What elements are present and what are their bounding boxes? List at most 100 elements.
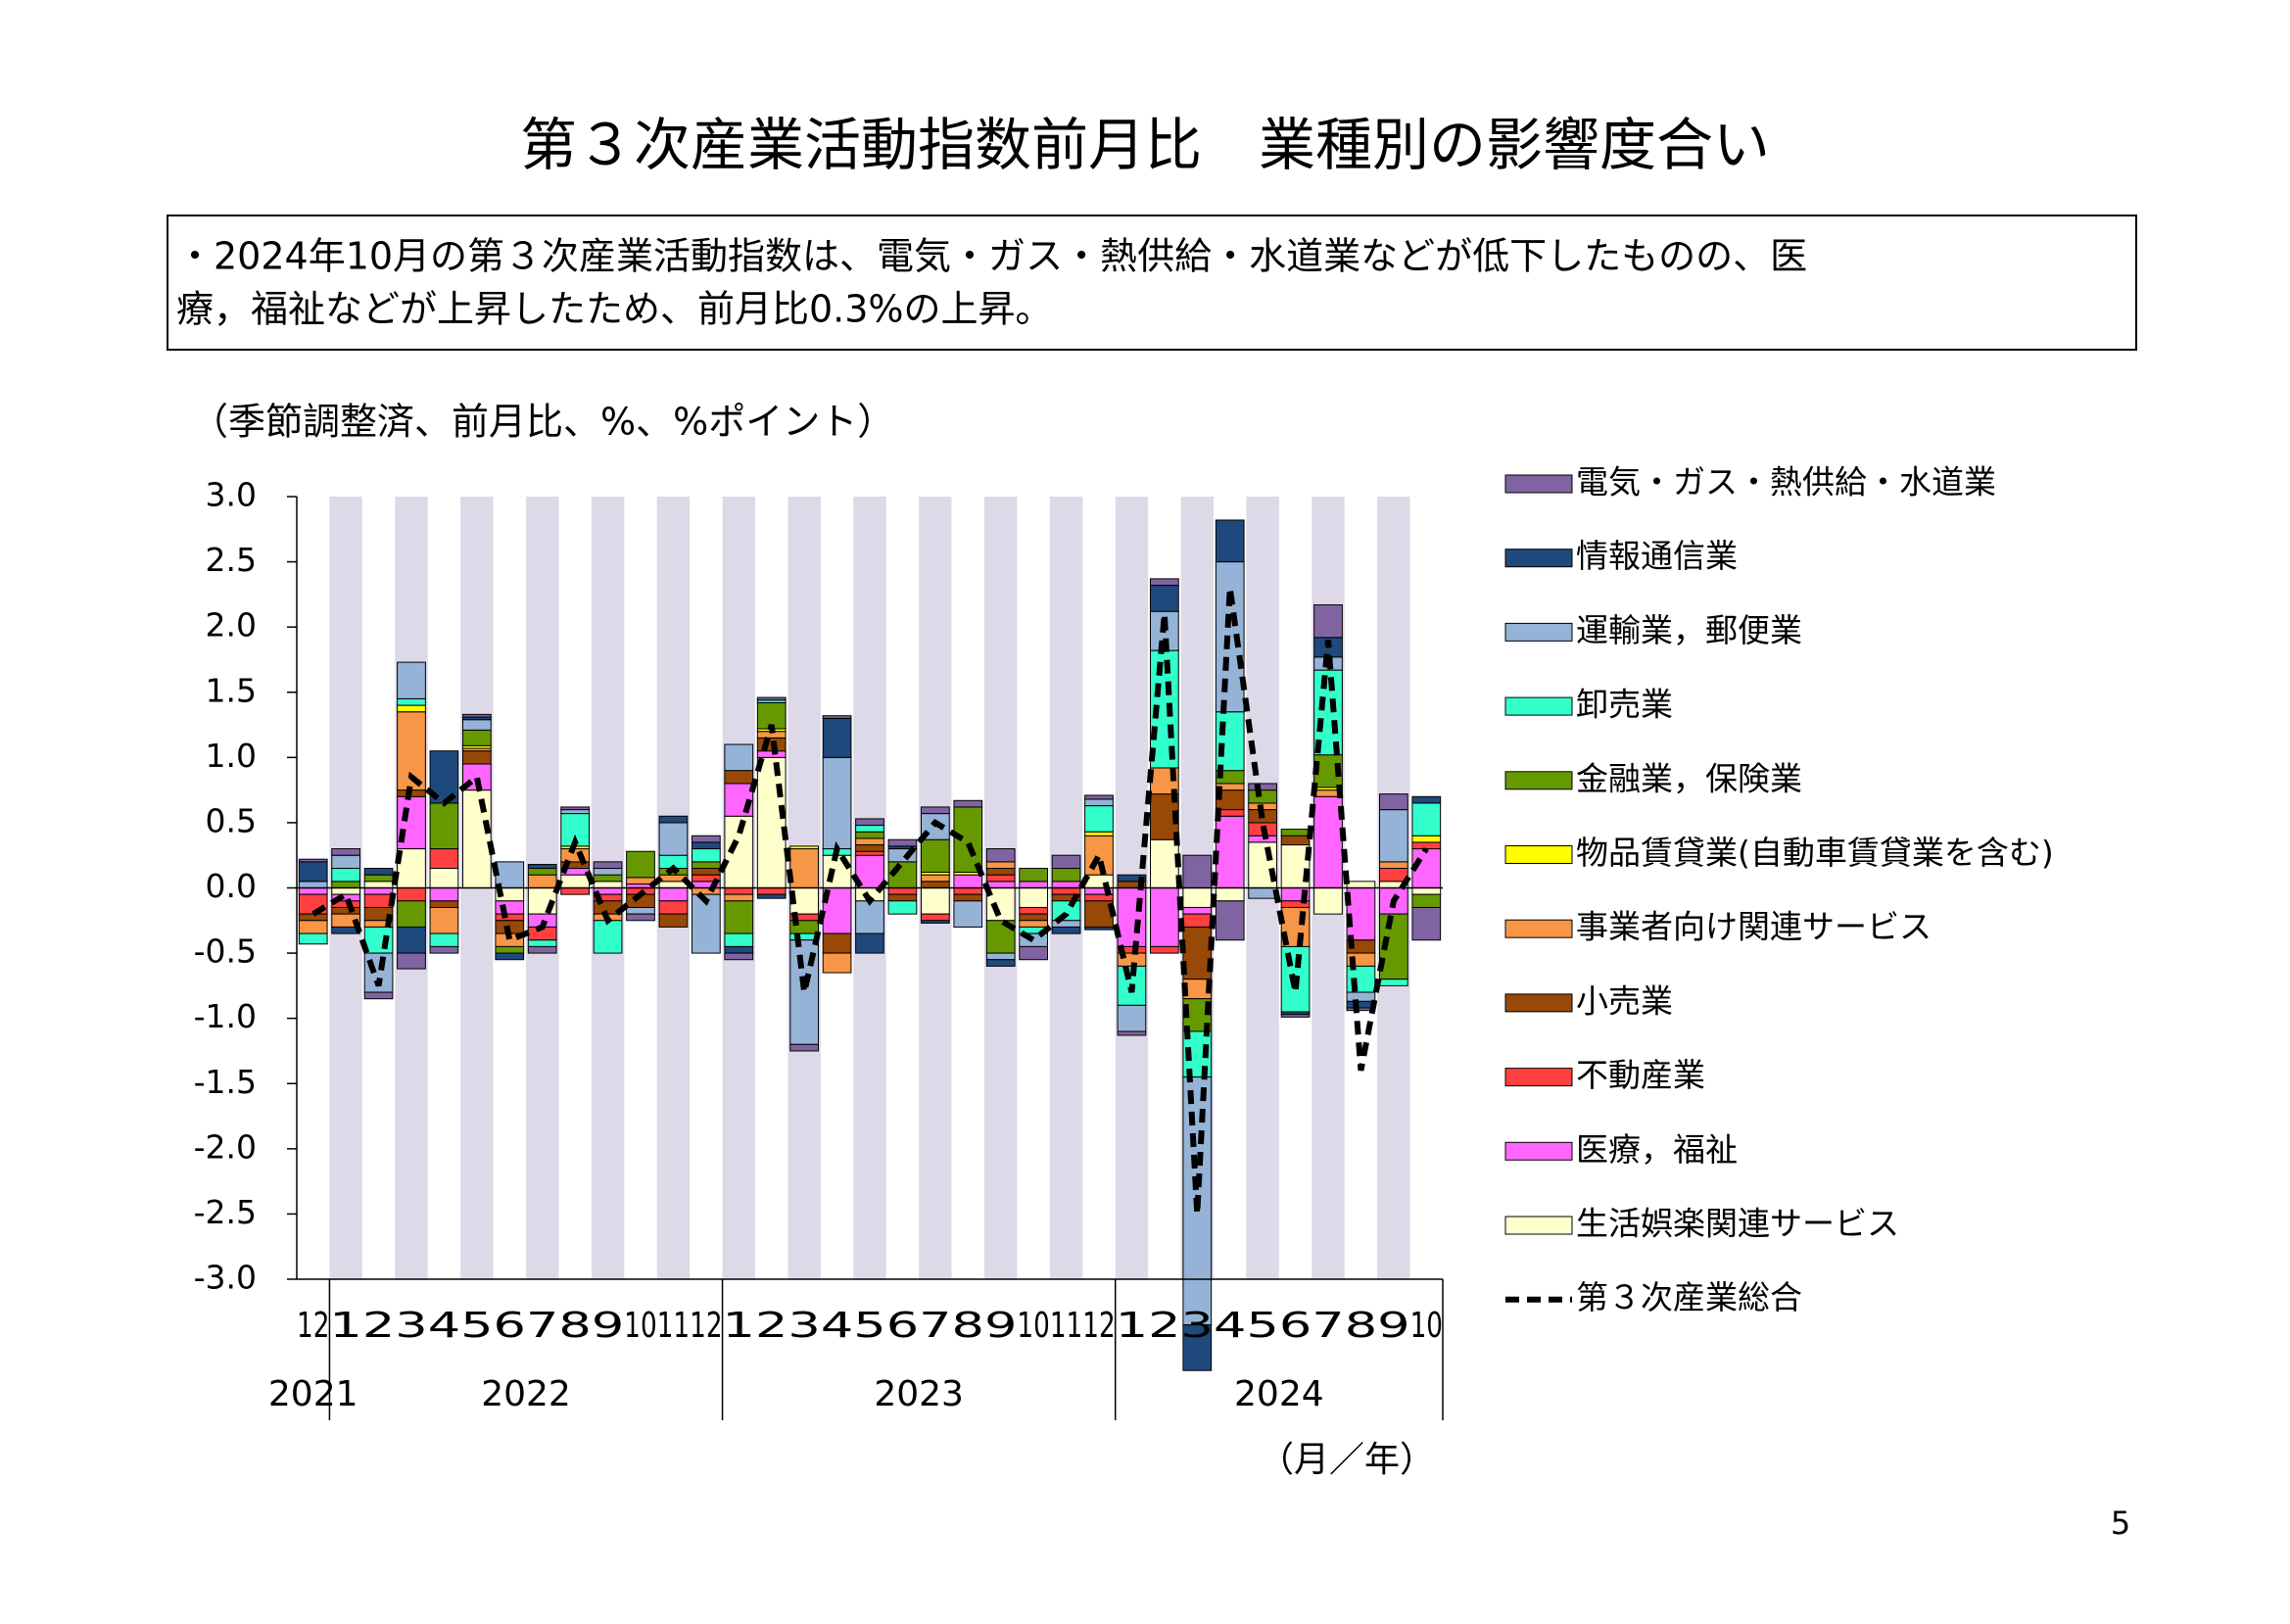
y-tick-label: -2.5 <box>194 1193 257 1231</box>
bar-segment <box>691 835 721 843</box>
legend-label: 物品賃貸業(自動車賃貸業を含む) <box>1576 834 2054 872</box>
bar-segment <box>887 887 918 895</box>
bar-segment <box>756 756 787 888</box>
legend-label: 不動産業 <box>1576 1056 1705 1094</box>
bar-segment <box>789 845 820 850</box>
x-tick-label: 4 <box>428 1306 460 1346</box>
x-tick-label: 3 <box>787 1306 820 1346</box>
bar-segment <box>560 887 591 895</box>
bar-segment <box>1019 868 1049 883</box>
x-tick-label: 7 <box>526 1306 558 1346</box>
bar-segment <box>658 881 689 889</box>
x-tick-label: 7 <box>919 1306 951 1346</box>
bar-segment <box>527 864 557 870</box>
bar-segment <box>1019 945 1049 961</box>
y-tick-label: -1.0 <box>194 997 257 1035</box>
bar-segment <box>560 874 591 889</box>
bar-segment <box>1182 926 1213 980</box>
bar-segment <box>1411 906 1442 941</box>
bar-segment <box>495 952 525 961</box>
year-label: 2024 <box>1234 1374 1324 1414</box>
bar-segment <box>1084 798 1114 807</box>
legend-label: 第３次産業総合 <box>1576 1278 1802 1316</box>
bar-segment <box>298 881 328 889</box>
bar-segment <box>789 1043 820 1052</box>
legend-swatch <box>1504 1068 1573 1087</box>
x-tick-label: 1 <box>723 1306 755 1346</box>
bar-segment <box>527 874 557 889</box>
bar-segment <box>1117 887 1147 947</box>
legend-label: 金融業，保険業 <box>1576 759 1802 797</box>
bar-segment <box>1084 835 1114 876</box>
y-tick-label: -3.0 <box>194 1259 257 1297</box>
bar-segment <box>855 844 884 852</box>
x-tick-label: 6 <box>494 1306 526 1346</box>
bar-segment <box>1248 783 1278 791</box>
bar-segment <box>920 874 950 883</box>
bar-segment <box>495 900 525 915</box>
y-tick-label: -2.0 <box>194 1127 257 1166</box>
bar-segment <box>1378 793 1408 811</box>
x-tick-label: 8 <box>1345 1306 1377 1346</box>
bar-segment <box>953 893 983 902</box>
bar-segment <box>1051 887 1081 895</box>
legend-label: 運輸業，郵便業 <box>1576 611 1802 649</box>
bar-segment <box>724 743 754 772</box>
bar-segment <box>429 887 459 902</box>
x-tick-label: 2 <box>1148 1306 1180 1346</box>
bar-segment <box>1378 809 1408 863</box>
x-tick-label: 10 <box>1410 1306 1443 1346</box>
y-tick-label: 1.0 <box>206 737 257 775</box>
slide-title: 第３次産業活動指数前月比 業種別の影響度合い <box>520 112 1770 178</box>
bar-segment <box>789 848 820 888</box>
bar-segment <box>1411 887 1442 895</box>
bar-segment <box>363 874 394 883</box>
legend-label: 情報通信業 <box>1576 537 1738 575</box>
bar-segment <box>1313 604 1343 639</box>
bar-segment <box>527 868 557 876</box>
bar-segment <box>1117 1030 1147 1036</box>
bar-segment <box>756 893 787 899</box>
x-tick-label: 9 <box>592 1306 624 1346</box>
bar-segment <box>1378 868 1408 883</box>
bar-segment <box>953 900 983 928</box>
x-tick-label: 7 <box>1312 1306 1344 1346</box>
bar-segment <box>1313 795 1343 888</box>
y-tick-label: 0.5 <box>206 801 257 839</box>
legend-swatch <box>1504 1141 1573 1161</box>
bar-segment <box>1019 920 1049 928</box>
bar-segment <box>724 952 754 961</box>
bar-segment <box>822 756 852 850</box>
bar-segment <box>920 920 950 924</box>
bar-segment <box>363 991 394 1000</box>
bar-segment <box>1051 881 1081 889</box>
bar-segment <box>429 802 459 850</box>
bar-segment <box>1019 906 1049 915</box>
bar-segment <box>527 939 557 947</box>
bar-segment <box>429 906 459 934</box>
bar-segment <box>397 900 426 928</box>
bar-segment <box>397 661 426 699</box>
bar-segment <box>495 945 525 954</box>
bar-segment <box>1182 1324 1213 1371</box>
bar-segment <box>855 837 884 846</box>
x-axis-label: （月／年） <box>1259 1440 1435 1480</box>
bar-segment <box>724 893 754 902</box>
bar-segment <box>298 887 328 895</box>
bar-segment <box>855 900 884 934</box>
x-tick-label: 10 <box>624 1306 656 1346</box>
bar-segment <box>331 848 361 856</box>
bar-segment <box>1182 887 1213 908</box>
bar-segment <box>495 913 525 922</box>
bar-segment <box>855 932 884 954</box>
bar-segment <box>397 926 426 954</box>
bar-segment <box>855 825 884 833</box>
x-tick-label: 3 <box>1181 1306 1214 1346</box>
x-tick-label: 6 <box>886 1306 919 1346</box>
legend-swatch <box>1504 1216 1573 1235</box>
bar-segment <box>429 868 459 889</box>
bar-segment <box>429 945 459 954</box>
bar-segment <box>1378 979 1408 986</box>
x-tick-label: 12 <box>297 1306 329 1346</box>
